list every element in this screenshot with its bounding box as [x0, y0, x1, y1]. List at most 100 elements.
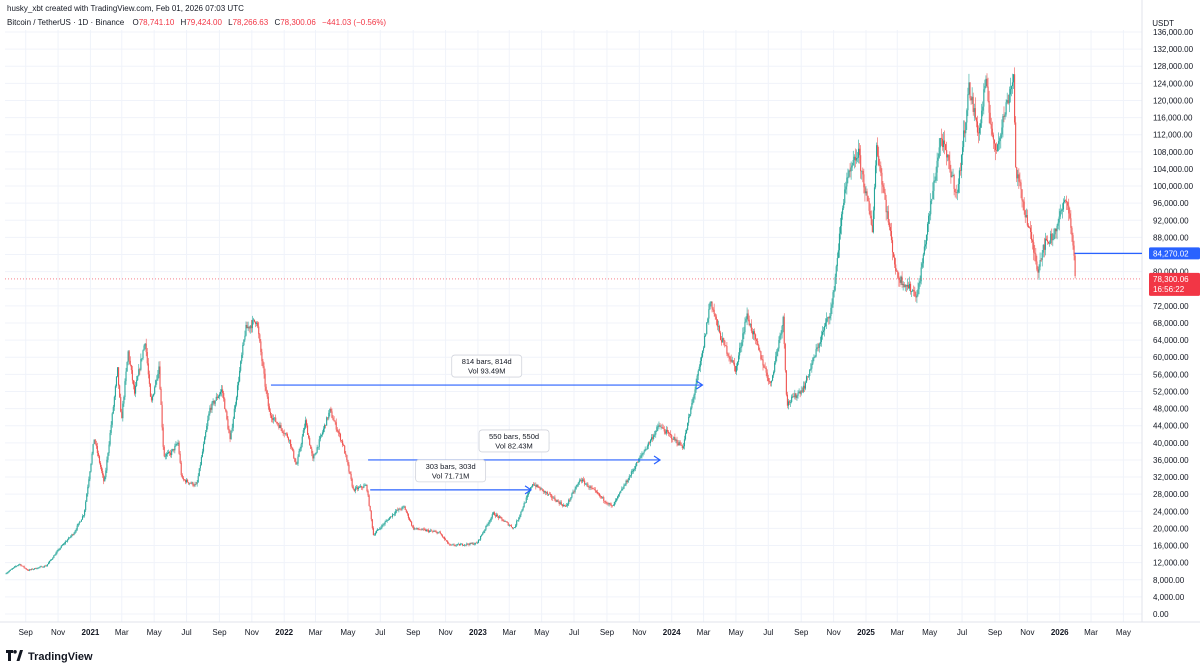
- candle-body: [636, 462, 638, 467]
- candle-body: [704, 335, 706, 348]
- candle-body: [815, 349, 817, 357]
- candle-body: [953, 175, 955, 189]
- candle-body: [553, 497, 555, 499]
- candle-body: [954, 188, 956, 193]
- candle-body: [393, 514, 395, 515]
- candle-body: [646, 446, 648, 449]
- candle-body: [1006, 100, 1008, 103]
- candle-body: [105, 470, 107, 478]
- candle-body: [693, 394, 695, 399]
- candle-body: [1028, 227, 1031, 229]
- candle-body: [773, 371, 775, 376]
- candle-body: [523, 503, 525, 508]
- candle-body: [886, 211, 888, 213]
- candle-body: [543, 491, 545, 492]
- candle-body: [271, 418, 274, 420]
- candle-body: [521, 509, 523, 512]
- candle-body: [522, 507, 524, 510]
- candle-body: [537, 484, 539, 488]
- candle-body: [557, 500, 559, 502]
- x-tick-label: Nov: [51, 628, 65, 637]
- x-tick-label: 2024: [663, 628, 681, 637]
- candle-body: [93, 439, 95, 445]
- candle-body: [317, 446, 319, 448]
- open-value: 78,741.10: [138, 18, 175, 27]
- candle-body: [573, 491, 575, 493]
- candle-body: [146, 352, 148, 364]
- y-tick-label: 136,000.00: [1153, 28, 1194, 37]
- candle-body: [1041, 252, 1043, 261]
- candle-body: [924, 244, 926, 247]
- candle-body: [111, 413, 113, 425]
- candle-body: [175, 444, 177, 446]
- candle-body: [245, 324, 247, 336]
- candle-body: [745, 318, 747, 322]
- candle-body: [849, 170, 851, 172]
- candle-body: [918, 283, 920, 290]
- candle-body: [283, 433, 285, 434]
- candle-body: [213, 400, 215, 404]
- candle-body: [5, 573, 7, 575]
- candle-body: [970, 98, 972, 101]
- candle-body: [710, 301, 712, 304]
- candle-body: [189, 483, 191, 484]
- candle-body: [476, 542, 478, 544]
- candle-body: [493, 512, 495, 516]
- x-tick-label: Jul: [569, 628, 579, 637]
- candle-body: [825, 322, 827, 327]
- candle-body: [515, 525, 517, 528]
- candle-body: [861, 170, 863, 172]
- candle-body: [307, 425, 309, 435]
- candle-body: [162, 427, 164, 447]
- candle-body: [752, 331, 754, 335]
- time-axis[interactable]: Sep Nov 2021 Mar May Jul Sep Nov 2022 Mar May Jul Se…: [19, 628, 1131, 637]
- candle-body: [270, 415, 273, 419]
- candle-body: [466, 543, 468, 545]
- symbol-title[interactable]: Bitcoin / TetherUS · 1D · Binance: [7, 18, 125, 27]
- candle-body: [687, 422, 689, 431]
- candle-body: [119, 385, 121, 398]
- candle-body: [532, 484, 534, 487]
- y-tick-label: 12,000.00: [1153, 559, 1189, 568]
- candle-body: [697, 370, 699, 376]
- candle-body: [630, 471, 632, 476]
- candle-body: [395, 511, 397, 514]
- candle-body: [832, 292, 834, 305]
- candle-body: [796, 395, 798, 398]
- candle-body: [985, 78, 987, 87]
- candle-body: [96, 446, 98, 454]
- y-tick-label: 56,000.00: [1153, 370, 1189, 379]
- measure-volume-label: Vol 82.43M: [495, 441, 533, 450]
- candle-body: [868, 201, 870, 211]
- candle-body: [559, 502, 561, 504]
- candle-body: [279, 425, 281, 428]
- candle-body: [933, 180, 935, 191]
- price-axis[interactable]: 0.00 4,000.00 8,000.00 12,000.00 16,000.00 20…: [1149, 28, 1200, 619]
- candle-body: [984, 86, 986, 90]
- candle-body: [50, 560, 52, 561]
- candle-body: [965, 122, 967, 134]
- candle-body: [601, 496, 603, 498]
- candle-body: [605, 501, 607, 504]
- candle-body: [689, 414, 691, 417]
- candle-body: [57, 549, 59, 552]
- candle-body: [635, 466, 637, 469]
- candle-body: [723, 338, 725, 341]
- candle-body: [951, 175, 953, 178]
- candle-body: [820, 335, 822, 342]
- candle-body: [780, 333, 782, 336]
- candle-body: [401, 507, 403, 510]
- candle-body: [782, 316, 784, 327]
- currency-label[interactable]: USDT: [1152, 19, 1174, 28]
- close-label: C: [274, 18, 281, 27]
- candle-body: [552, 497, 554, 499]
- y-tick-label: 88,000.00: [1153, 233, 1189, 242]
- candle-body: [349, 471, 351, 474]
- candle-body: [487, 524, 489, 525]
- candle-body: [872, 210, 874, 233]
- candle-body: [222, 389, 224, 393]
- candle-body: [803, 385, 805, 389]
- y-tick-label: 44,000.00: [1153, 422, 1189, 431]
